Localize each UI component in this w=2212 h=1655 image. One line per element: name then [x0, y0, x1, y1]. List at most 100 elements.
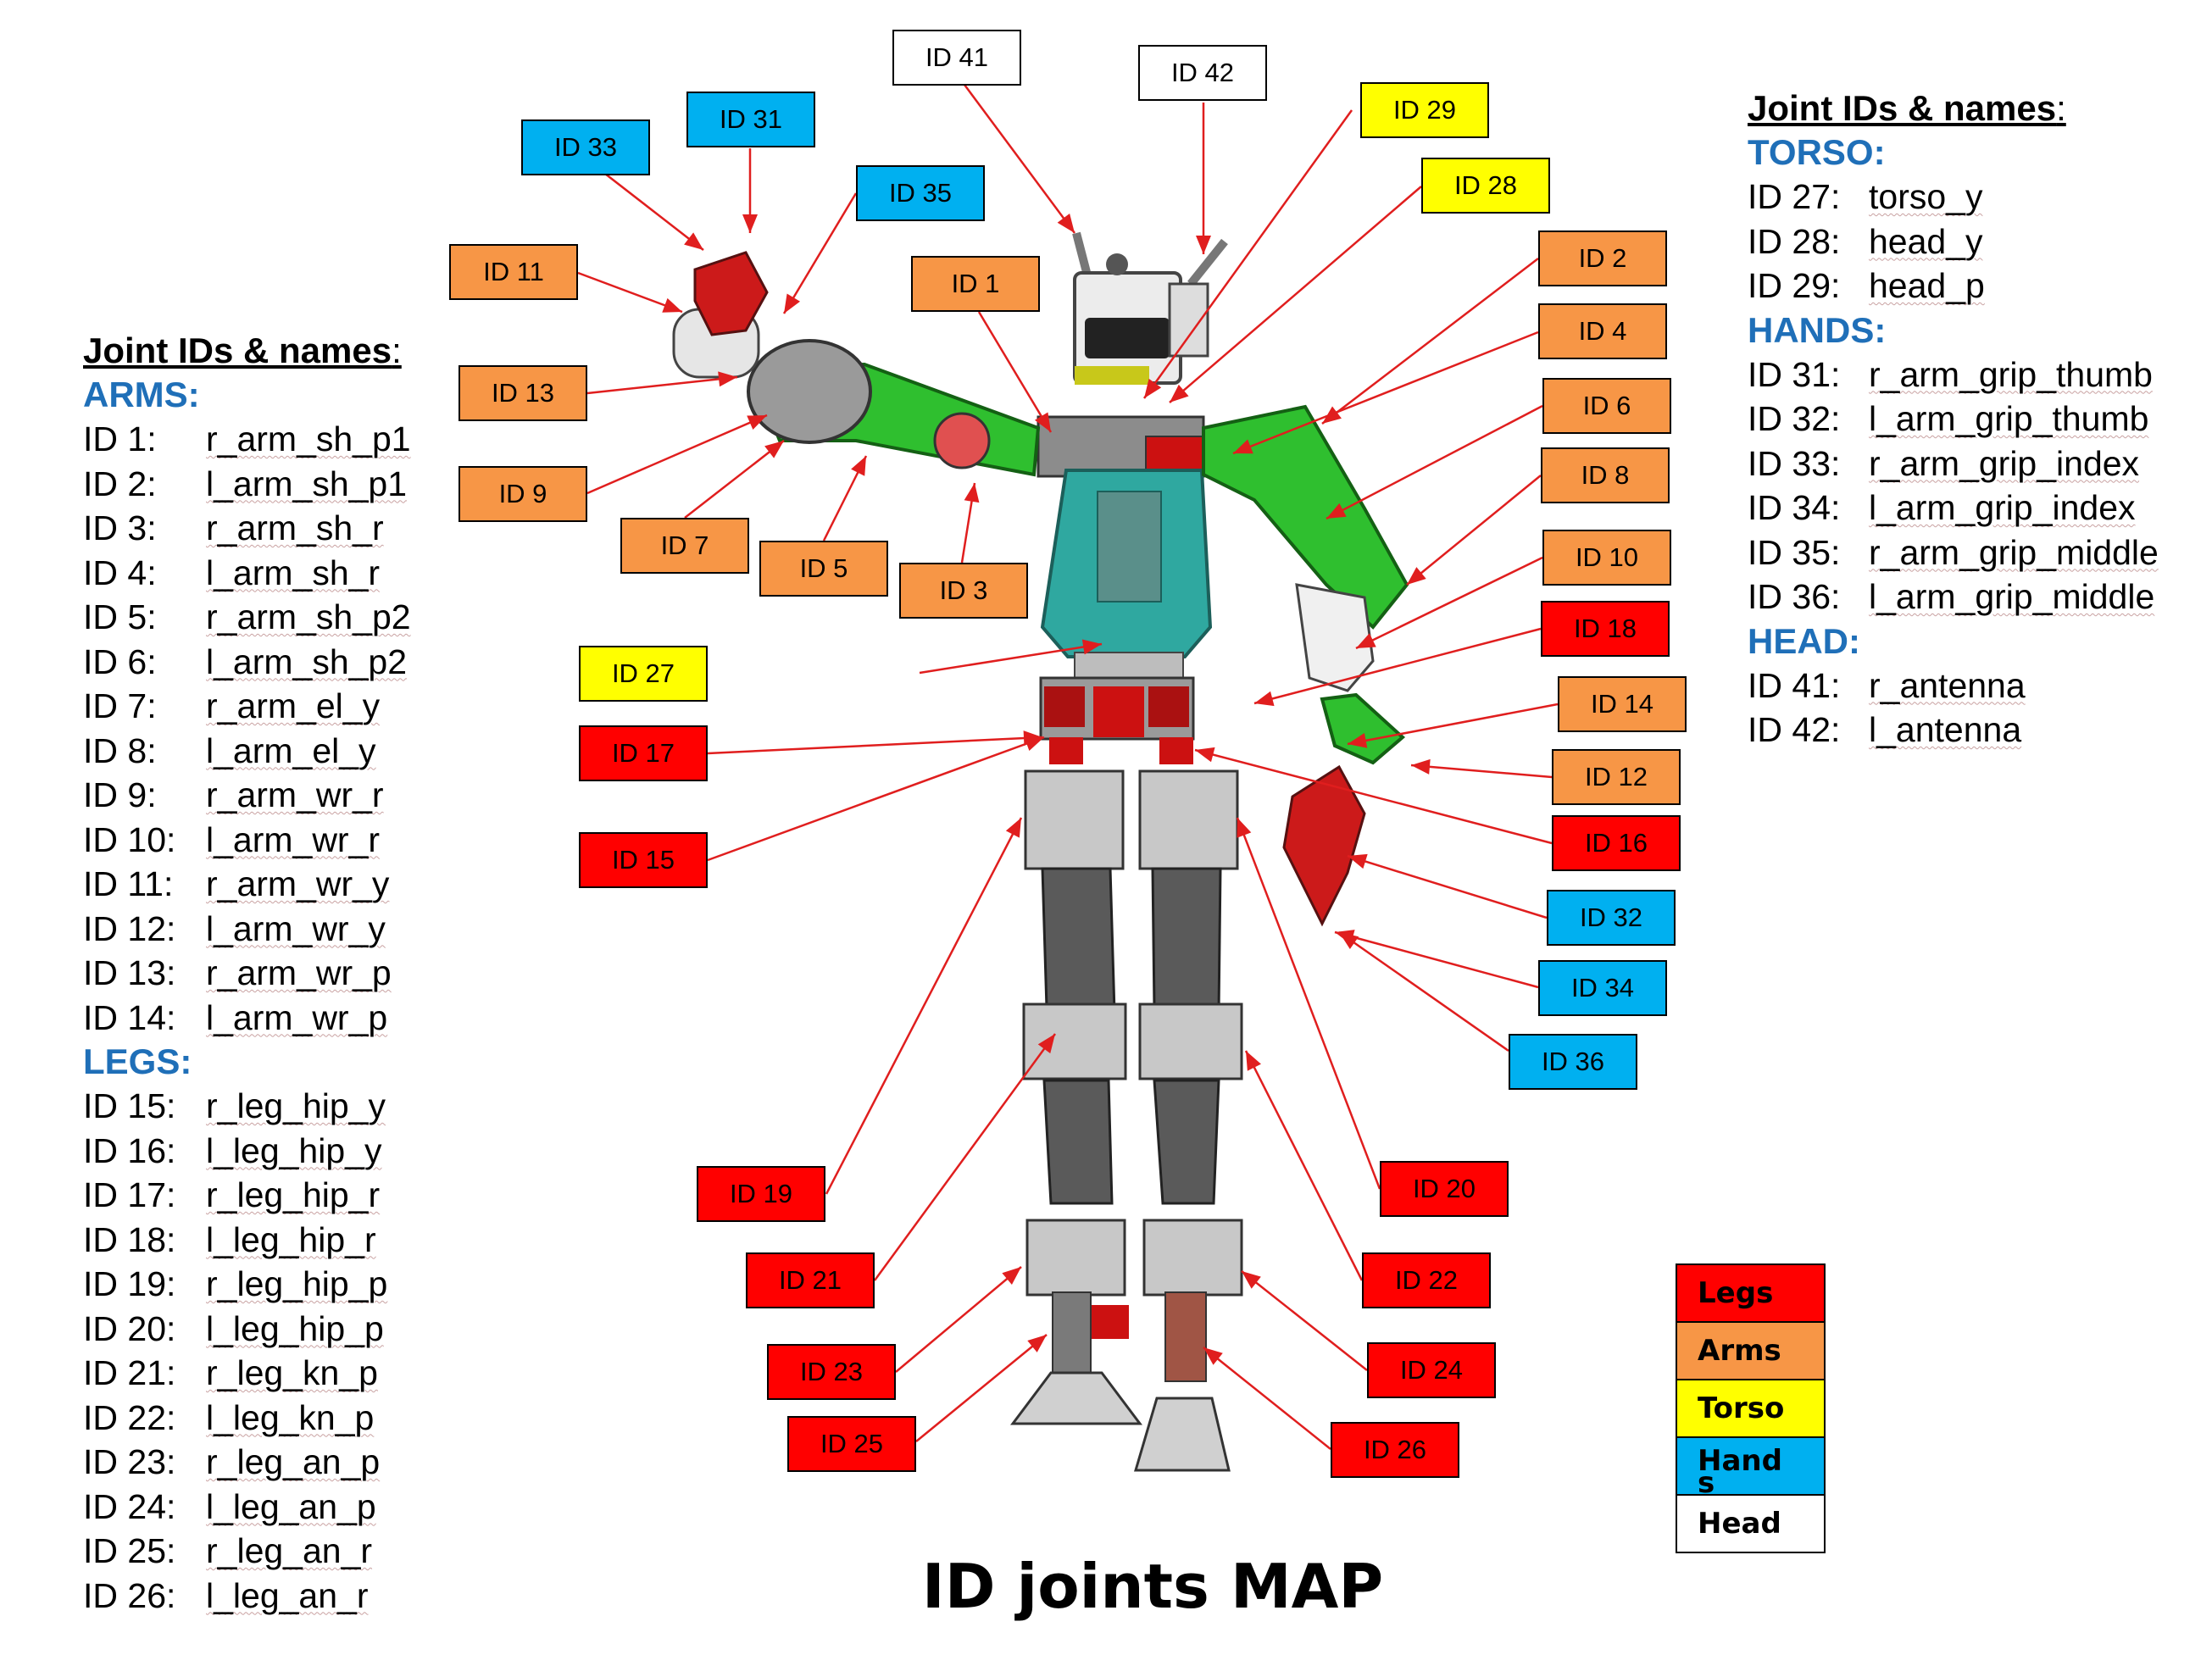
arrowhead [1203, 1347, 1223, 1365]
arrowhead [1002, 1267, 1021, 1286]
arrowhead [662, 297, 682, 313]
joint-entry: ID 29: head_p [1748, 264, 2159, 308]
joint-label-11: ID 11 [449, 244, 578, 300]
joint-name: r_arm_grip_index [1869, 443, 2140, 483]
joint-entry: ID 18: l_leg_hip_r [83, 1218, 411, 1263]
joint-id: ID 19: [83, 1264, 176, 1303]
joint-entry: ID 3: r_arm_sh_r [83, 506, 411, 551]
joint-entry: ID 28: head_y [1748, 219, 2159, 264]
connector-line [1241, 1270, 1368, 1371]
connector-line [895, 1266, 1022, 1373]
joint-label-23: ID 23 [767, 1344, 896, 1400]
category-head: Head [1676, 1494, 1826, 1553]
connector-line [586, 375, 738, 395]
joint-name: r_leg_an_r [206, 1531, 373, 1570]
joint-label-2: ID 2 [1538, 230, 1667, 286]
joint-entry: ID 33: r_arm_grip_index [1748, 442, 2159, 486]
joint-id: ID 24: [83, 1486, 176, 1526]
connector-line [963, 84, 1076, 234]
connector-lines [577, 84, 1559, 1450]
joint-name: r_arm_grip_middle [1869, 532, 2159, 572]
joint-name: r_arm_sh_r [206, 508, 384, 547]
joint-name: r_arm_wr_p [206, 953, 392, 992]
joint-id: ID 9: [83, 775, 157, 814]
joint-name: head_y [1869, 221, 1983, 261]
joint-id: ID 11: [83, 864, 174, 903]
joint-id: ID 10: [83, 819, 176, 859]
joint-name: r_leg_hip_y [206, 1086, 386, 1125]
connector-line [1347, 854, 1548, 919]
arrowhead [1024, 736, 1044, 752]
joint-entry: ID 41: r_antenna [1748, 664, 2159, 708]
joint-id: ID 41: [1748, 665, 1841, 705]
joint-id: ID 12: [83, 908, 176, 948]
category-legs: Legs [1676, 1263, 1826, 1323]
joint-entry: ID 22: l_leg_kn_p [83, 1396, 411, 1441]
joint-label-27: ID 27 [579, 646, 708, 702]
category-hands: Hand s [1676, 1436, 1826, 1497]
connector-line [825, 817, 1023, 1195]
joint-entry: ID 16: l_leg_hip_y [83, 1129, 411, 1174]
arrowhead [1195, 747, 1215, 763]
joint-label-26: ID 26 [1331, 1422, 1459, 1478]
joint-label-20: ID 20 [1380, 1161, 1509, 1217]
arrowhead [1081, 639, 1102, 655]
joint-entry: ID 19: r_leg_hip_p [83, 1262, 411, 1307]
joint-id: ID 7: [83, 686, 157, 725]
joint-entry: ID 12: l_arm_wr_y [83, 907, 411, 952]
joint-id: ID 20: [83, 1308, 176, 1348]
joint-label-35: ID 35 [856, 165, 985, 221]
joint-label-31: ID 31 [686, 92, 815, 147]
arrowhead [851, 456, 866, 476]
arrowhead [1005, 818, 1021, 838]
joint-label-6: ID 6 [1542, 378, 1671, 434]
joint-id: ID 29: [1748, 266, 1841, 305]
joint-entry: ID 1: r_arm_sh_p1 [83, 417, 411, 462]
right-legend-section-torso: TORSO: [1748, 132, 1886, 172]
joint-id: ID 21: [83, 1353, 176, 1392]
joint-entry: ID 35: r_arm_grip_middle [1748, 530, 2159, 575]
arrowhead [1196, 236, 1211, 254]
joint-id: ID 26: [83, 1575, 176, 1615]
joint-label-42: ID 42 [1138, 45, 1267, 101]
joint-label-36: ID 36 [1509, 1034, 1637, 1090]
joint-id: ID 18: [83, 1219, 176, 1259]
joint-name: l_arm_sh_r [206, 553, 381, 592]
category-arms: Arms [1676, 1321, 1826, 1380]
joint-label-7: ID 7 [620, 518, 749, 574]
joint-id: ID 23: [83, 1442, 176, 1481]
joint-entry: ID 14: l_arm_wr_p [83, 996, 411, 1041]
joint-id: ID 6: [83, 641, 157, 681]
joint-name: l_arm_grip_thumb [1869, 399, 2149, 438]
joint-entry: ID 7: r_arm_el_y [83, 684, 411, 729]
arrowhead [1246, 1051, 1261, 1071]
joint-id: ID 16: [83, 1130, 176, 1170]
joint-name: r_leg_kn_p [206, 1353, 378, 1392]
joint-entry: ID 24: l_leg_an_p [83, 1485, 411, 1530]
connector-line [707, 736, 1045, 862]
joint-id: ID 42: [1748, 710, 1841, 749]
joint-name: l_leg_hip_p [206, 1308, 384, 1348]
joint-id: ID 4: [83, 553, 157, 592]
connector-line [782, 192, 858, 314]
left-legend-heading: Joint IDs & names: [83, 329, 411, 373]
joint-id: ID 5: [83, 597, 157, 636]
arrowhead [964, 483, 980, 503]
connector-line [873, 1033, 1057, 1281]
joint-label-4: ID 4 [1538, 303, 1667, 359]
joint-entry: ID 32: l_arm_grip_thumb [1748, 397, 2159, 442]
joint-label-28: ID 28 [1421, 158, 1550, 214]
joint-name: l_arm_grip_index [1869, 488, 2136, 527]
joint-label-19: ID 19 [697, 1166, 825, 1222]
arrowhead [1356, 633, 1376, 648]
joint-entry: ID 11: r_arm_wr_y [83, 862, 411, 907]
joint-entry: ID 6: l_arm_sh_p2 [83, 640, 411, 685]
joint-label-21: ID 21 [746, 1252, 875, 1308]
joint-id: ID 14: [83, 997, 176, 1037]
right-legend-heading-colon: : [2056, 88, 2066, 128]
connector-line [1244, 1050, 1364, 1281]
joint-id: ID 32: [1748, 399, 1841, 438]
joint-label-41: ID 41 [892, 30, 1021, 86]
joint-name: l_leg_hip_y [206, 1130, 382, 1170]
joint-label-10: ID 10 [1542, 530, 1671, 586]
